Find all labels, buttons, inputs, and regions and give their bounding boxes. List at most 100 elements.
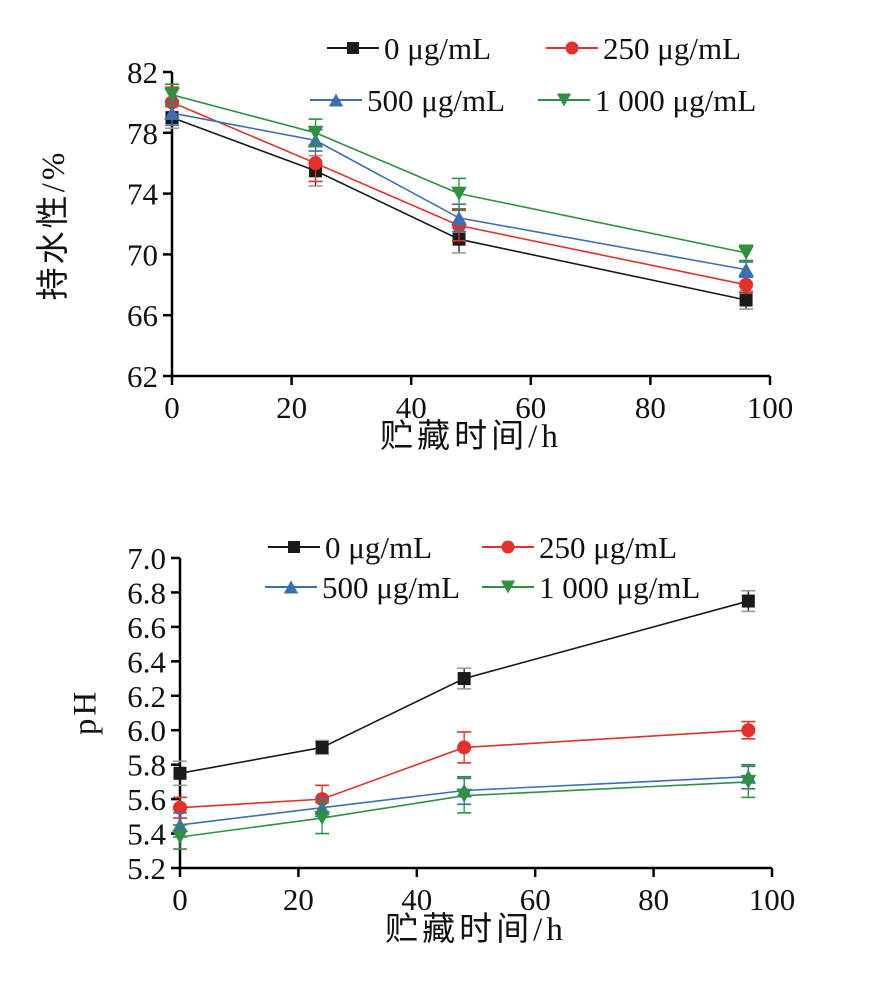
ph-chart: 5.2 5.4 5.6 5.8 6.0 6.2 6.4 6.6 6.8 7.0 0 20 40 60 80 1… [0, 497, 875, 994]
x-axis-title: 贮藏时间/h [380, 419, 562, 455]
x-tick-label: 20 [283, 882, 314, 917]
data-point-marker-triangle-up [164, 106, 180, 121]
legend-entry-500ugml: 500 μg/mL [310, 83, 505, 117]
legend-entry-500ugml: 500 μg/mL [265, 570, 460, 604]
x-tick-label: 40 [401, 882, 432, 917]
legend-label: 1 000 μg/mL [539, 569, 701, 605]
y-tick-label: 6.8 [127, 575, 166, 610]
x-tick-label: 0 [164, 390, 180, 425]
series-line [179, 775, 749, 826]
whc-plot-svg: 62 66 70 74 78 82 0 20 40 60 80 100 [127, 55, 794, 425]
series-line [179, 600, 749, 775]
series-line [171, 101, 747, 286]
y-tick-label: 5.8 [127, 748, 166, 783]
legend-key-triangle-up-icon [265, 576, 317, 598]
data-point-marker-triangle-down [738, 245, 754, 260]
x-tick-label: 100 [747, 390, 794, 425]
legend-key-triangle-down-icon [538, 89, 590, 111]
series-line [179, 729, 749, 809]
data-point-marker-square [347, 42, 359, 54]
legend-marker-icon [546, 41, 598, 55]
data-point-marker-square [739, 293, 753, 307]
series-line [171, 112, 747, 271]
legend-marker-icon [310, 93, 362, 107]
legend-entry-250ugml: 250 μg/mL [546, 31, 741, 65]
data-point-marker-triangle-up [283, 580, 299, 594]
legend-key-triangle-up-icon [310, 89, 362, 111]
legend-key-square-icon [268, 536, 320, 558]
data-point-marker-triangle-down [456, 788, 472, 803]
y-tick-label: 66 [127, 298, 158, 333]
legend-label: 250 μg/mL [539, 529, 678, 565]
data-point-marker-circle [172, 800, 188, 815]
data-point-marker-circle [739, 277, 754, 292]
data-point-marker-triangle-down [314, 811, 330, 826]
ph-plot-svg: 5.25.45.65.86.06.26.46.66.87.0 0 20 40 60 80 1… [127, 541, 796, 917]
legend-label: 1 000 μg/mL [595, 82, 757, 118]
y-tick-label: 5.6 [127, 782, 166, 817]
y-tick-label: 78 [127, 116, 158, 151]
y-tick-label: 6.0 [127, 713, 166, 748]
data-point-marker-square [315, 740, 329, 754]
data-point-marker-square [457, 672, 471, 686]
legend-label: 0 μg/mL [384, 30, 492, 66]
y-axis-title: 持水性/% [36, 149, 72, 301]
x-tick-label: 80 [638, 882, 669, 917]
data-point-marker-triangle-up [738, 262, 754, 277]
data-point-marker-triangle-down [164, 87, 180, 102]
series-500μg/mL [164, 100, 754, 279]
data-point-marker-triangle-down [172, 829, 188, 845]
legend-marker-icon [265, 580, 317, 594]
data-point-marker-square [288, 541, 300, 553]
x-axis-title: 贮藏时间/h [385, 912, 567, 948]
legend-marker-icon [268, 541, 320, 553]
y-tick-label: 62 [127, 359, 158, 394]
series-line [179, 781, 749, 838]
legend-marker-icon [327, 42, 379, 54]
legend-label: 500 μg/mL [367, 82, 506, 118]
data-point-marker-triangle-up [451, 210, 467, 225]
y-tick-label: 6.6 [127, 610, 166, 645]
data-point-marker-circle [741, 723, 756, 738]
whc-chart: 62 66 70 74 78 82 0 20 40 60 80 100 0 μg/mL 250 μg/… [36, 31, 794, 456]
legend-marker-icon [538, 93, 590, 107]
series-1000μg/mL [164, 83, 754, 262]
legend-marker-icon [482, 580, 534, 594]
y-tick-label: 6.2 [127, 679, 166, 714]
data-point-marker-circle [457, 740, 472, 755]
legend-key-square-icon [327, 37, 379, 59]
data-point-marker-triangle-down [307, 125, 324, 140]
legend-entry-250ugml: 250 μg/mL [482, 530, 677, 564]
x-tick-label: 60 [515, 390, 546, 425]
legend-entry-0ugml: 0 μg/mL [327, 31, 491, 65]
legend-entry-0ugml: 0 μg/mL [268, 530, 432, 564]
data-point-marker-square [741, 594, 755, 608]
data-point-marker-triangle-down [500, 580, 516, 594]
data-point-marker-circle [501, 540, 515, 554]
y-tick-label: 7.0 [127, 541, 166, 576]
data-point-marker-square [173, 766, 187, 780]
x-tick-label: 60 [520, 882, 551, 917]
y-axis-title: pH [67, 688, 104, 736]
axes-frame [178, 558, 772, 870]
data-point-marker-circle [565, 41, 579, 55]
y-tick-label: 82 [127, 55, 158, 90]
series-0μg/mL [173, 589, 756, 787]
legend-label: 250 μg/mL [603, 30, 742, 66]
series-line [171, 116, 747, 301]
data-point-marker-triangle-down [556, 93, 572, 107]
y-tick-label: 5.4 [127, 817, 166, 852]
series-line [171, 94, 747, 254]
legend-key-circle-icon [546, 37, 598, 59]
series-1000μg/mL [172, 765, 757, 850]
x-tick-label: 0 [172, 882, 188, 917]
x-tick-label: 100 [749, 882, 796, 917]
y-tick-label: 70 [127, 237, 158, 272]
y-tick-label: 74 [127, 177, 159, 212]
data-point-marker-triangle-down [740, 774, 757, 789]
y-tick-label: 5.2 [127, 851, 166, 886]
y-tick-label: 6.4 [127, 644, 166, 679]
legend-key-circle-icon [482, 536, 534, 558]
x-tick-label: 20 [276, 390, 307, 425]
